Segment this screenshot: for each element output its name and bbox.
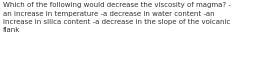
Text: Which of the following would decrease the viscosity of magma? -
an increase in t: Which of the following would decrease th…: [3, 2, 231, 33]
